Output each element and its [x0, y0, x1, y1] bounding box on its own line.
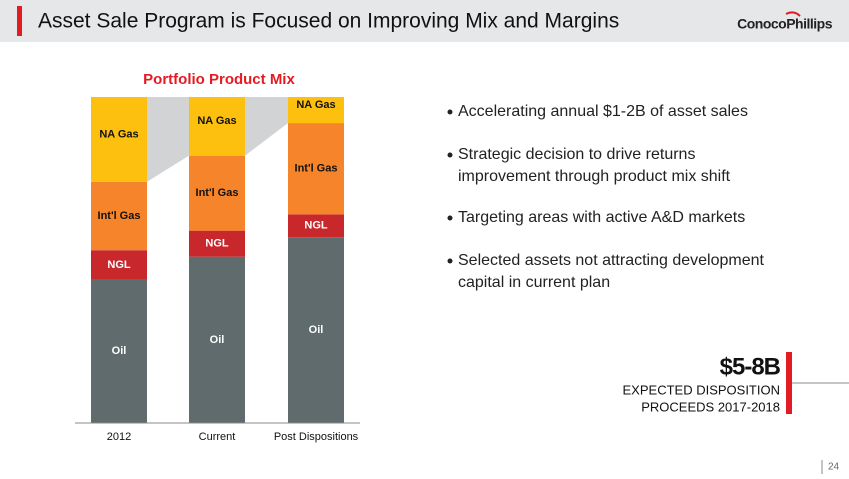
x-tick-label: Post Dispositions	[274, 431, 359, 443]
bar-segment	[189, 155, 245, 231]
segment-label: NA Gas	[296, 99, 335, 111]
bar-segment	[189, 97, 245, 156]
bar-segment	[189, 256, 245, 423]
bar-segment	[288, 214, 344, 238]
chart: Oil NGL Int'l Gas NA Gas 2012 Oil NGL Int'l Gas…	[75, 97, 360, 443]
bullet-list: Accelerating annual $1-2B of asset sales…	[447, 103, 765, 291]
logo-mark	[785, 11, 801, 17]
title-accent	[17, 6, 22, 36]
x-tick-label: Current	[199, 431, 236, 443]
bar-segment	[91, 250, 147, 280]
segment-label: NGL	[304, 220, 328, 232]
transition-shade	[147, 97, 189, 182]
segment-label: Oil	[112, 345, 127, 357]
segment-label: Int'l Gas	[295, 163, 338, 175]
segment-label: NGL	[205, 238, 229, 250]
bullet-text: Selected assets not attracting developme…	[458, 252, 765, 269]
bullet-text: Accelerating annual $1-2B of asset sales	[458, 103, 748, 120]
segment-label: Int'l Gas	[98, 210, 141, 222]
bullet-dot	[447, 109, 453, 115]
bar-segment	[91, 97, 147, 182]
segment-label: NA Gas	[99, 128, 138, 140]
slide-title: Asset Sale Program is Focused on Improvi…	[38, 10, 619, 33]
segment-label: Int'l Gas	[196, 187, 239, 199]
page-number: 24	[828, 462, 840, 473]
bullet-text: Targeting areas with active A&D markets	[458, 209, 745, 226]
transition-shade	[245, 97, 288, 156]
x-tick-label: 2012	[107, 431, 131, 443]
bar-segment	[189, 230, 245, 257]
bullet-text: capital in current plan	[458, 274, 610, 291]
bar-segment	[91, 181, 147, 251]
bullet-text: Strategic decision to drive returns	[458, 146, 695, 163]
callout-value: $5-8B	[720, 353, 781, 380]
segment-label: Oil	[309, 324, 324, 336]
bar-segment	[91, 279, 147, 423]
title-bar	[0, 0, 849, 42]
segment-label: NA Gas	[197, 115, 236, 127]
bullet-text: improvement through product mix shift	[458, 168, 731, 185]
callout-bar	[786, 352, 792, 414]
bullet-dot	[447, 258, 453, 264]
callout-line: PROCEEDS 2017-2018	[641, 399, 780, 414]
bar-segment	[288, 97, 344, 124]
segment-label: Oil	[210, 334, 225, 346]
segment-label: NGL	[107, 259, 131, 271]
bullet-dot	[447, 152, 453, 158]
callout-line: EXPECTED DISPOSITION	[623, 382, 780, 397]
chart-title: Portfolio Product Mix	[143, 71, 295, 88]
bar-segment	[288, 123, 344, 215]
logo: ConocoPhillips	[737, 16, 833, 32]
bar-segment	[288, 237, 344, 423]
bullet-dot	[447, 215, 453, 221]
